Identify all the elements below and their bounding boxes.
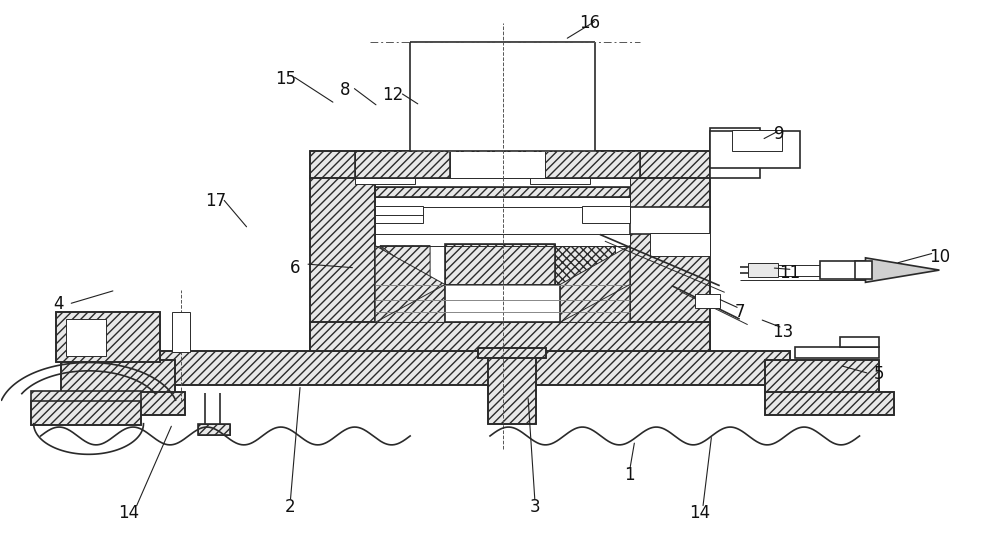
Bar	[56, 312, 160, 363]
Text: 5: 5	[874, 364, 885, 383]
Bar	[445, 244, 555, 285]
Polygon shape	[555, 246, 615, 285]
Bar	[56, 392, 185, 415]
Bar	[650, 233, 710, 256]
Bar	[56, 312, 160, 363]
Bar	[355, 176, 415, 184]
Text: 15: 15	[275, 70, 296, 88]
Bar	[445, 285, 560, 323]
Text: 1: 1	[625, 466, 635, 484]
Text: 12: 12	[383, 86, 404, 104]
Bar	[31, 401, 140, 425]
Text: 10: 10	[929, 248, 950, 266]
Bar	[488, 350, 536, 424]
Bar	[630, 206, 710, 234]
Bar	[582, 205, 630, 223]
Bar	[765, 360, 879, 393]
Bar	[840, 337, 879, 347]
Bar	[31, 391, 140, 425]
Bar	[630, 176, 710, 352]
Bar	[61, 360, 175, 393]
Polygon shape	[380, 246, 430, 285]
Polygon shape	[375, 246, 445, 323]
Bar	[488, 350, 536, 424]
Text: 2: 2	[285, 498, 296, 516]
Bar	[748, 263, 778, 277]
Text: 7: 7	[734, 304, 745, 321]
Bar	[545, 151, 640, 177]
Bar	[310, 151, 710, 177]
Bar	[172, 312, 190, 353]
Bar	[710, 128, 760, 177]
Bar	[56, 392, 185, 415]
Bar	[198, 424, 230, 435]
Bar	[765, 392, 894, 415]
Bar	[375, 196, 630, 206]
Polygon shape	[380, 246, 430, 285]
Text: 4: 4	[53, 295, 64, 313]
Bar	[310, 323, 710, 352]
Bar	[375, 177, 630, 323]
Bar	[375, 186, 630, 196]
Polygon shape	[560, 246, 630, 323]
Bar	[198, 424, 230, 435]
Bar	[375, 186, 630, 196]
Bar	[310, 323, 710, 352]
Text: 13: 13	[772, 323, 793, 341]
Text: 8: 8	[340, 81, 350, 99]
Bar	[355, 151, 450, 177]
Bar	[445, 244, 555, 285]
Text: 6: 6	[290, 259, 301, 277]
Bar	[695, 294, 720, 308]
Bar	[732, 130, 782, 151]
Bar	[820, 261, 867, 279]
Bar	[375, 205, 423, 223]
Bar	[478, 348, 546, 358]
Text: 17: 17	[205, 192, 226, 210]
Bar	[66, 319, 106, 356]
Bar	[450, 151, 545, 177]
Bar	[710, 132, 800, 167]
Bar	[765, 360, 879, 393]
Polygon shape	[865, 258, 939, 282]
Text: 9: 9	[774, 126, 785, 143]
Bar	[765, 392, 894, 415]
Bar	[155, 352, 790, 385]
Bar	[310, 176, 375, 352]
Bar	[778, 264, 862, 276]
Text: 14: 14	[118, 504, 139, 522]
Text: 14: 14	[689, 504, 710, 522]
Bar	[410, 42, 595, 151]
Text: 3: 3	[530, 498, 540, 516]
Bar	[530, 176, 590, 184]
Bar	[478, 348, 546, 358]
Bar	[795, 347, 879, 358]
Bar	[61, 360, 175, 393]
Text: 11: 11	[779, 264, 800, 282]
Bar	[630, 176, 710, 352]
Text: 16: 16	[579, 14, 600, 32]
Bar	[545, 151, 640, 177]
Bar	[155, 352, 790, 385]
Bar	[310, 151, 710, 177]
Bar	[855, 261, 872, 279]
Bar	[310, 176, 375, 352]
Bar	[355, 151, 450, 177]
